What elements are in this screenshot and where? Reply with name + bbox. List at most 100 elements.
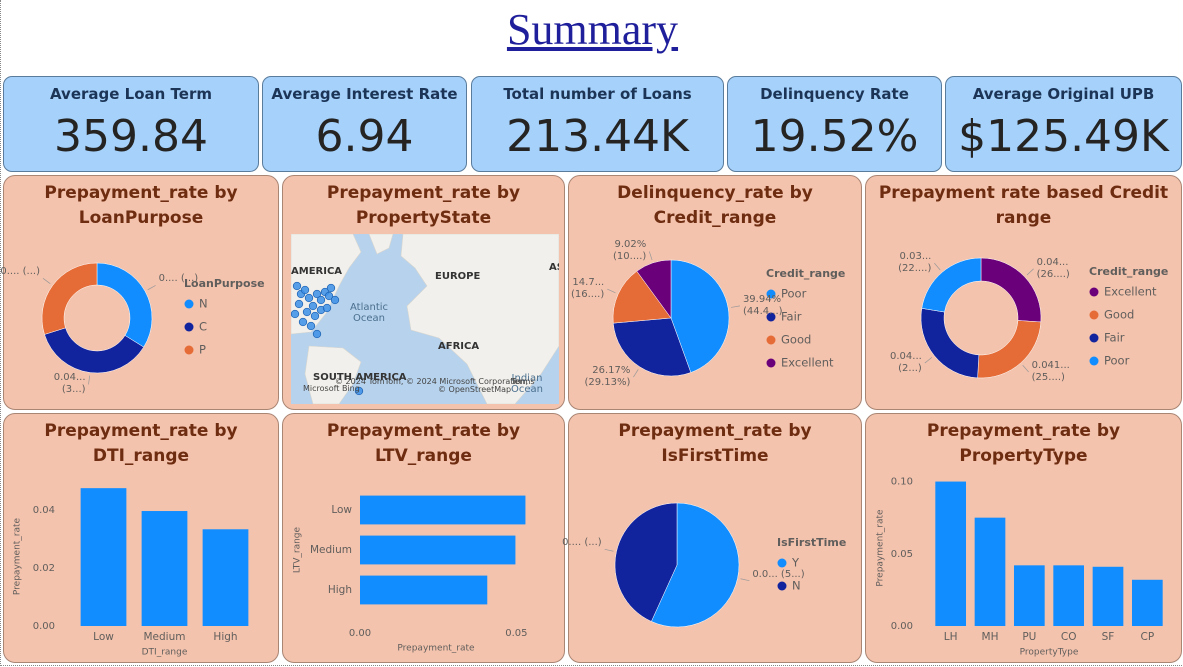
bar: [1013, 565, 1045, 626]
map-bubble: [324, 291, 334, 301]
chart-title: Prepayment_rate by DTI_range: [44, 421, 238, 466]
x-tick-label: Medium: [144, 631, 186, 643]
map-bubble: [330, 295, 340, 305]
kpi-card: Average Original UPB $125.49K: [945, 76, 1182, 172]
map-attribution: Microsoft Bing: [303, 384, 360, 393]
map-bubble: [291, 309, 300, 319]
data-label: 0.04... (26....): [1036, 256, 1070, 280]
leader-line: [633, 369, 639, 378]
legend-label: Fair: [781, 310, 802, 324]
legend-label: Good: [1104, 308, 1134, 322]
map-bubble: [292, 281, 302, 291]
data-label: 0.03... (22....): [898, 251, 932, 275]
x-tick-label: Low: [93, 631, 114, 643]
x-tick-label: LH: [944, 631, 958, 643]
chart-title: Prepayment_rate by LTV_range: [326, 421, 521, 466]
leader-line: [607, 288, 616, 294]
kpi-value: $125.49K: [958, 111, 1169, 162]
legend-label: Y: [791, 556, 800, 570]
page-title: Summary: [506, 5, 679, 54]
data-label: 0.041... (25....): [1031, 359, 1070, 383]
data-label: 0.04... (2...): [890, 351, 922, 375]
kpi-value: 359.84: [54, 111, 208, 162]
y-axis-label: LTV_range: [293, 526, 303, 573]
y-axis-label: Prepayment_rate: [876, 509, 886, 587]
bar: [80, 488, 127, 626]
map-label: SOUTH AMERICA: [313, 372, 407, 383]
legend-marker: [766, 312, 776, 322]
map-label: Indian Ocean: [511, 373, 543, 395]
data-label: 0.... (...): [158, 273, 199, 285]
data-label: 0.0... (5...): [752, 568, 805, 580]
map-bubble: [310, 311, 320, 321]
map-bubble: [326, 283, 336, 293]
chart-title: Prepayment_rate by LoanPurpose: [44, 183, 238, 228]
x-tick-label: 0.00: [349, 628, 371, 639]
map-land: [368, 234, 394, 255]
legend-title: Credit_range: [766, 267, 845, 280]
map-attribution: © 2024 TomTom, © 2024 Microsoft Corporat…: [335, 377, 529, 386]
leader-line: [88, 375, 91, 385]
map-bubble: [302, 307, 312, 317]
bar: [935, 481, 967, 626]
kpi-value: 213.44K: [506, 111, 689, 162]
map-bubble: [306, 321, 316, 331]
map-bubble: [304, 293, 314, 303]
leader-line: [731, 305, 741, 308]
slice: [612, 317, 692, 377]
legend-marker: [1089, 310, 1099, 320]
y-tick-label: 0.00: [33, 621, 55, 632]
x-axis-label: Prepayment_rate: [397, 644, 475, 654]
bar: [974, 517, 1006, 626]
y-axis-label: Prepayment_rate: [13, 517, 23, 595]
legend-marker: [777, 581, 787, 591]
slice: [980, 257, 1042, 323]
data-label: 0.... (...): [0, 266, 40, 278]
x-tick-label: CO: [1061, 631, 1077, 643]
map-land: [400, 234, 559, 404]
legend-label: Excellent: [781, 356, 834, 370]
map-land: [304, 345, 362, 404]
map-bubble: [316, 295, 326, 305]
legend-marker: [766, 358, 776, 368]
bar: [1131, 579, 1163, 626]
legend-marker: [1089, 333, 1099, 343]
chart-title: Prepayment_rate by PropertyState: [326, 183, 521, 228]
leader-line: [42, 278, 51, 284]
map-label: EUROPE: [435, 271, 481, 282]
kpi-card: Total number of Loans 213.44K: [471, 76, 724, 172]
kpi-label: Average Original UPB: [972, 85, 1155, 103]
map-view: AMERICA EUROPE Atlantic Ocean AFRICA SOUTH A…: [291, 234, 559, 404]
legend-label: N: [792, 579, 801, 593]
kpi-card: Delinquency Rate 19.52%: [727, 76, 942, 172]
map-attribution: © OpenStreetMap: [438, 385, 512, 394]
y-tick-label: 0.02: [33, 563, 55, 574]
legend-label: Good: [781, 333, 811, 347]
legend-label: Fair: [1104, 331, 1125, 345]
slice: [41, 262, 98, 335]
data-label: 26.17% (29.13%): [584, 365, 631, 389]
map-label: AFRICA: [438, 341, 480, 352]
legend-marker: [766, 289, 776, 299]
kpi-label: Average Loan Term: [49, 85, 212, 103]
slice: [612, 270, 672, 324]
bar: [360, 535, 516, 565]
leader-line: [648, 251, 653, 261]
slice: [614, 502, 678, 622]
map-canvas: [291, 234, 559, 404]
kpi-value: 19.52%: [750, 111, 919, 162]
y-tick-label: 0.10: [891, 477, 913, 488]
chart-panel: Prepayment_rate by LTV_range: [282, 413, 565, 663]
legend-label: P: [199, 343, 206, 357]
legend-label: N: [199, 297, 208, 311]
map-label: AS: [549, 262, 559, 273]
x-axis-label: DTI_range: [142, 648, 188, 658]
bar: [1053, 565, 1085, 626]
map-label: Atlantic Ocean: [349, 302, 389, 324]
legend-marker: [184, 345, 194, 355]
slice: [44, 327, 145, 374]
legend-marker: [184, 299, 194, 309]
slice: [636, 259, 672, 319]
